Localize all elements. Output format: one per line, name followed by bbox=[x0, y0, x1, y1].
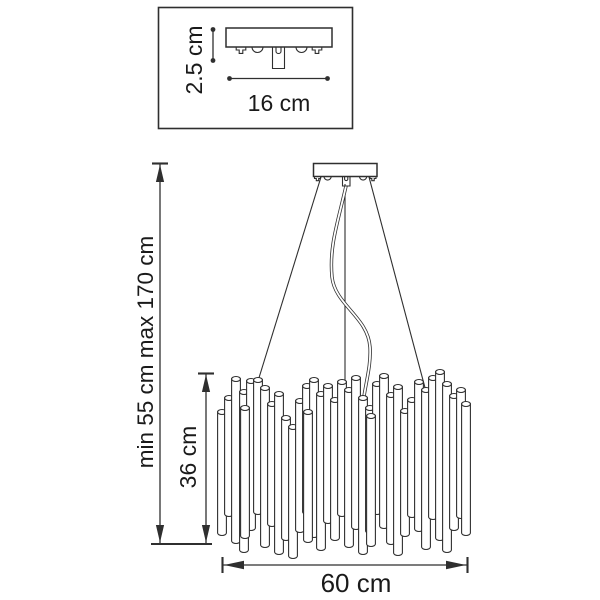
rod-tubes bbox=[217, 368, 471, 560]
dimension-dot bbox=[210, 58, 216, 63]
rod-top-cap bbox=[442, 380, 452, 388]
arrow-up bbox=[155, 164, 165, 182]
canopy-foot bbox=[311, 46, 323, 54]
arrow-down bbox=[201, 525, 211, 543]
rod-top-cap bbox=[231, 375, 241, 383]
canopy-plate bbox=[225, 27, 333, 48]
inset-width-dimension: 16 cm bbox=[227, 76, 330, 116]
rod-top-cap bbox=[393, 383, 403, 391]
rod-top-cap bbox=[435, 368, 445, 376]
suspension-wire-right bbox=[368, 176, 429, 400]
rod bbox=[461, 403, 471, 537]
dimension-dot bbox=[210, 27, 216, 32]
dimension-dot bbox=[325, 76, 330, 81]
body-height-dimension: 36 cm bbox=[175, 372, 214, 543]
canopy-top-view bbox=[225, 27, 333, 70]
rod-top-cap bbox=[303, 408, 313, 416]
rod-top-cap bbox=[274, 390, 284, 398]
rod-top-cap bbox=[281, 414, 291, 422]
dimension-dot bbox=[227, 76, 232, 81]
body-width-dimension: 60 cm bbox=[221, 557, 469, 598]
inset-width-label: 16 cm bbox=[248, 90, 311, 116]
canopy-foot bbox=[313, 175, 322, 182]
body-width-label: 60 cm bbox=[321, 568, 392, 598]
canopy-loop bbox=[295, 46, 308, 53]
rod bbox=[240, 407, 250, 540]
arrow-up bbox=[201, 374, 211, 392]
canopy-connector bbox=[341, 175, 351, 187]
rod-top-cap bbox=[351, 374, 361, 382]
canopy-loop bbox=[358, 176, 368, 181]
rod-top-cap bbox=[358, 394, 368, 402]
rod-top-cap bbox=[379, 372, 389, 380]
canopy-loop bbox=[251, 46, 264, 53]
canopy-detail-inset: 2.5 cm 16 cm bbox=[157, 6, 354, 130]
body-height-label: 36 cm bbox=[175, 426, 201, 489]
rod-top-cap bbox=[260, 384, 270, 392]
rod-top-cap bbox=[323, 382, 333, 390]
rod bbox=[366, 415, 376, 548]
rod-top-cap bbox=[337, 378, 347, 386]
arrow-right bbox=[446, 560, 466, 570]
rod-top-cap bbox=[414, 378, 424, 386]
suspension-height-label: min 55 cm max 170 cm bbox=[133, 236, 158, 469]
arrow-left bbox=[224, 560, 244, 570]
suspension-height-dimension: min 55 cm max 170 cm bbox=[133, 162, 212, 546]
canopy-foot bbox=[235, 46, 247, 54]
rod-top-cap bbox=[253, 376, 263, 384]
rod bbox=[303, 411, 313, 544]
canopy-connector bbox=[271, 46, 286, 70]
canopy-plate bbox=[312, 162, 378, 178]
arrow-down bbox=[155, 525, 165, 543]
suspension-wire-left bbox=[257, 176, 322, 382]
canopy-loop bbox=[323, 176, 332, 181]
rod-top-cap bbox=[456, 386, 466, 394]
rod-top-cap bbox=[366, 412, 376, 420]
canopy-foot bbox=[369, 175, 377, 182]
inset-height-label: 2.5 cm bbox=[181, 25, 207, 94]
inset-height-dimension: 2.5 cm bbox=[181, 25, 216, 95]
chandelier-drawing bbox=[217, 162, 471, 560]
inset-border bbox=[157, 6, 354, 130]
rod-top-cap bbox=[461, 400, 471, 408]
rod-top-cap bbox=[309, 376, 319, 384]
ceiling-canopy bbox=[312, 162, 378, 187]
rod-top-cap bbox=[240, 404, 250, 412]
